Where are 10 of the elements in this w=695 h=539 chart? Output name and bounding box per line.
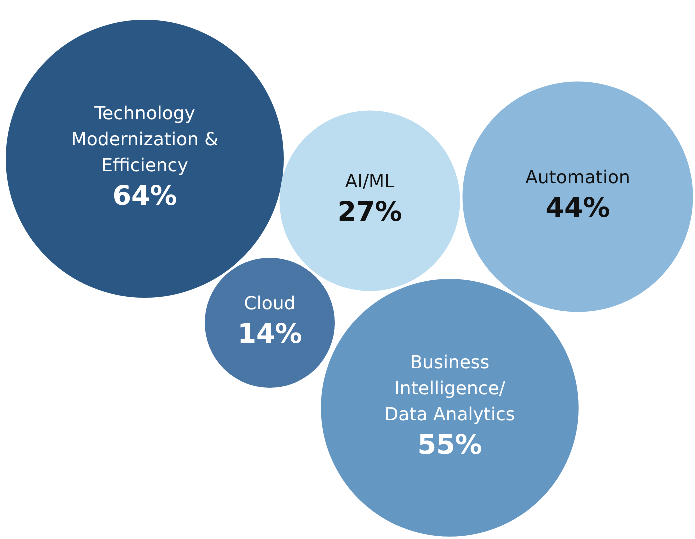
category-label: Automation bbox=[526, 168, 630, 189]
category-label: Technology Modernization & Efficiency bbox=[71, 104, 219, 177]
data-label: 55% bbox=[418, 430, 482, 462]
data-label: 27% bbox=[338, 197, 402, 228]
category-label: Business Intelligence/Data Analytics bbox=[384, 352, 516, 426]
data-label: 44% bbox=[546, 193, 610, 224]
data-label: 14% bbox=[238, 319, 302, 350]
category-label: Cloud bbox=[244, 294, 296, 315]
data-label: 64% bbox=[112, 181, 178, 212]
category-label: AI/ML bbox=[345, 172, 395, 193]
